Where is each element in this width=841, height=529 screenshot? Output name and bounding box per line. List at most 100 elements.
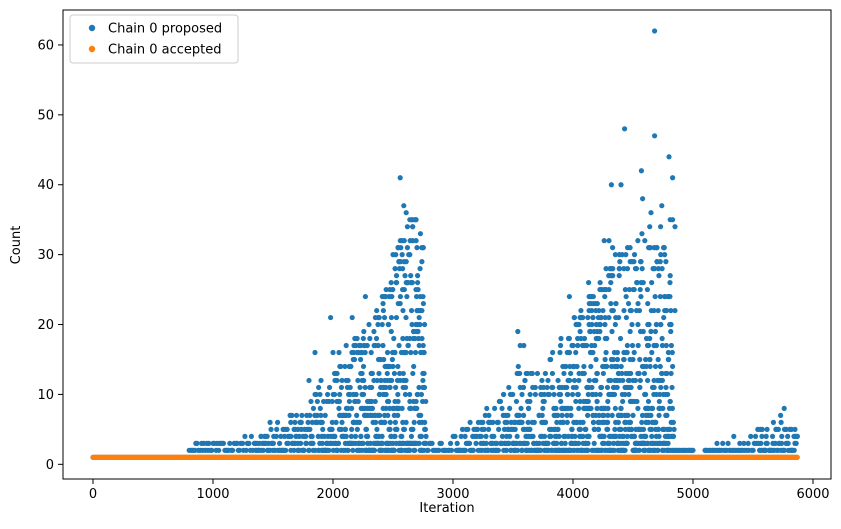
proposed-point [557,342,564,349]
proposed-point [384,370,390,377]
proposed-point [654,259,660,265]
proposed-point [624,433,630,439]
proposed-point [670,419,676,425]
proposed-point [403,419,409,425]
proposed-point [648,412,654,418]
proposed-point [506,440,512,446]
proposed-point [236,447,243,453]
proposed-point [641,370,648,377]
proposed-point [759,433,765,439]
proposed-point [652,363,659,370]
proposed-point [770,419,777,425]
proposed-point [345,405,351,412]
proposed-point [422,426,428,432]
proposed-point [409,217,415,223]
proposed-point [631,252,638,258]
proposed-point [590,293,596,300]
proposed-point [515,328,521,335]
proposed-point [668,307,674,314]
proposed-point [436,447,442,453]
proposed-point [416,440,422,446]
proposed-point [649,405,656,412]
proposed-point [647,224,653,230]
proposed-point [400,370,406,377]
proposed-point [539,377,545,384]
proposed-point [268,426,274,432]
proposed-point [545,377,551,384]
proposed-point [640,426,647,432]
proposed-point [605,398,611,405]
proposed-point [559,412,565,418]
proposed-point [562,440,568,446]
proposed-point [403,349,409,356]
proposed-point [365,433,371,439]
proposed-point [669,405,675,412]
plot-frame [62,9,832,480]
proposed-point [574,363,580,370]
proposed-point [628,307,634,314]
proposed-point [651,307,657,314]
proposed-point [519,391,525,398]
proposed-point [614,356,621,363]
proposed-point [490,419,496,425]
proposed-point [669,384,675,391]
proposed-point [350,447,356,453]
proposed-point [458,433,464,439]
proposed-point [392,433,398,439]
proposed-point [418,433,425,439]
proposed-point [542,419,549,425]
proposed-point [566,335,572,342]
proposed-point [419,335,425,342]
proposed-point [421,370,427,377]
proposed-point [593,307,599,314]
proposed-point [629,321,635,328]
proposed-point [564,412,570,418]
proposed-point [637,384,643,391]
proposed-point [400,335,406,342]
x-tick-label: 0 [89,487,97,502]
proposed-point [466,440,473,446]
proposed-point [577,328,583,335]
proposed-point [367,440,373,446]
proposed-point [392,419,398,425]
proposed-point [527,398,533,405]
proposed-point [396,342,402,349]
proposed-point [652,133,658,139]
proposed-point [614,349,621,356]
proposed-point [594,398,600,405]
proposed-point [519,447,525,453]
proposed-point [573,349,579,356]
proposed-point [769,433,776,439]
proposed-point [401,238,407,244]
proposed-point [577,426,583,432]
proposed-point [346,398,353,405]
proposed-point [614,363,620,370]
proposed-point [239,440,246,446]
proposed-point [647,363,653,370]
proposed-point [326,384,333,391]
proposed-point [649,279,655,286]
proposed-point [598,314,604,321]
proposed-point [605,419,611,425]
proposed-point [594,300,600,307]
proposed-point [778,419,784,425]
proposed-point [668,342,674,349]
proposed-point [416,342,422,349]
proposed-point [423,433,429,439]
proposed-point [314,412,320,418]
proposed-point [745,440,751,446]
proposed-point [388,328,394,335]
proposed-point [628,384,634,391]
proposed-point [438,440,444,446]
proposed-point [668,321,674,328]
proposed-point [392,349,398,356]
proposed-point [779,440,785,446]
proposed-point [589,384,595,391]
proposed-point [614,384,620,391]
proposed-point [564,419,570,425]
proposed-point [564,384,570,391]
proposed-point [379,433,385,439]
proposed-point [402,391,408,398]
proposed-point [413,217,419,223]
